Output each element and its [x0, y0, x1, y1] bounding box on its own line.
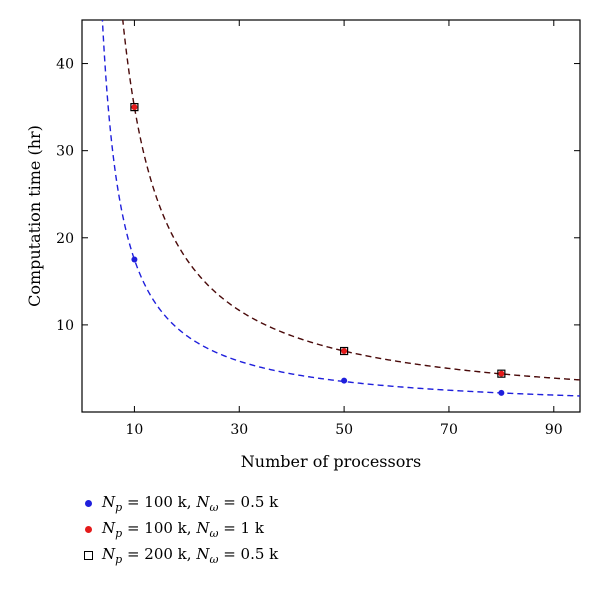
x-tick-label: 30 [230, 422, 248, 438]
legend-value: = 0.5 k [218, 544, 279, 563]
legend-marker-red-dot [85, 525, 92, 533]
y-tick-label: 20 [56, 231, 74, 247]
legend-marker-blue-dot [85, 499, 92, 507]
data-point-series-2 [498, 370, 505, 377]
legend: Np = 100 k, Nω = 0.5 k Np = 100 k, Nω = … [80, 490, 278, 568]
legend-var: N [196, 544, 210, 563]
data-point-series-2 [341, 348, 348, 355]
x-tick-label: 50 [335, 422, 353, 438]
data-point-series-1 [498, 389, 505, 396]
legend-value: = 1 k [218, 518, 264, 537]
legend-item-3: Np = 200 k, Nω = 0.5 k [80, 542, 278, 568]
x-tick-label: 10 [126, 422, 144, 438]
legend-value: = 0.5 k [218, 492, 279, 511]
fit-curve-series-1 [101, 20, 580, 397]
fit-curve-series-2 [122, 20, 580, 381]
data-point-series-3 [340, 346, 349, 356]
legend-value: = 200 k, [122, 544, 197, 563]
legend-marker-open-square [84, 550, 93, 560]
y-axis-title: Computation time (hr) [25, 125, 44, 307]
chart: 10 30 50 70 90 10 20 30 40 Number of processors Co… [25, 19, 581, 471]
data-point-series-1 [131, 256, 138, 263]
legend-value: = 100 k, [122, 492, 197, 511]
legend-sub: ω [209, 552, 219, 566]
legend-var: N [102, 518, 116, 537]
y-tick-label: 10 [56, 318, 74, 334]
x-tick-label: 70 [440, 422, 458, 438]
legend-sub: p [115, 500, 123, 514]
data-point-series-1 [341, 377, 348, 384]
legend-var: N [196, 492, 210, 511]
legend-sub: ω [209, 500, 219, 514]
legend-sub: ω [209, 526, 219, 540]
x-axis-title: Number of processors [241, 452, 421, 471]
legend-sub: p [115, 552, 123, 566]
plot-frame [81, 19, 581, 413]
data-point-series-3 [497, 369, 506, 378]
y-tick-label: 30 [56, 144, 74, 160]
legend-var: N [196, 518, 210, 537]
legend-sub: p [115, 526, 123, 540]
data-point-series-2 [131, 104, 138, 111]
legend-var: N [102, 492, 116, 511]
legend-item-1: Np = 100 k, Nω = 0.5 k [80, 490, 278, 516]
y-tick-label: 40 [56, 57, 74, 73]
data-point-series-3 [130, 103, 139, 112]
legend-var: N [102, 544, 116, 563]
legend-value: = 100 k, [122, 518, 197, 537]
legend-item-2: Np = 100 k, Nω = 1 k [80, 516, 278, 542]
x-tick-label: 90 [545, 422, 563, 438]
